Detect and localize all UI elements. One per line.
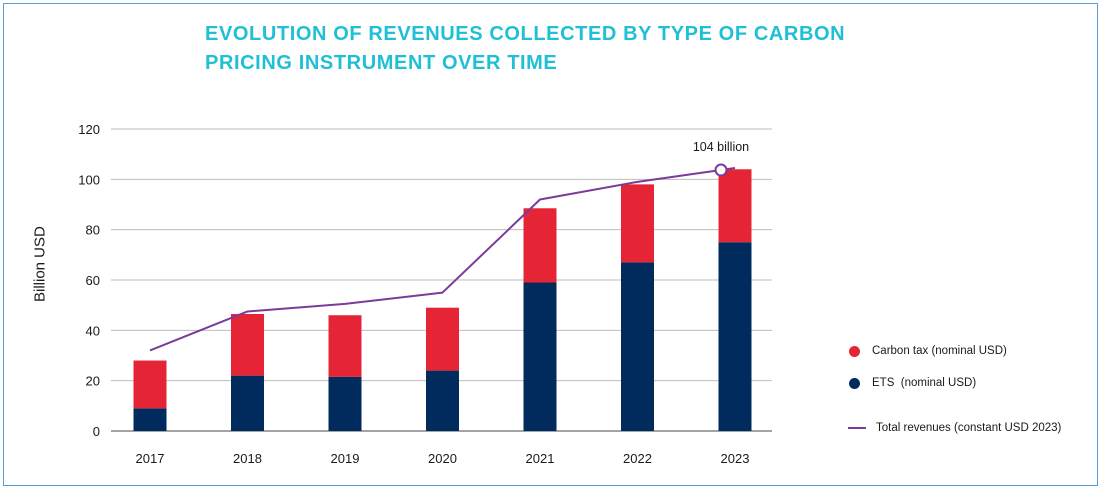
legend-label-carbon-tax: Carbon tax (nominal USD) [872, 345, 1007, 357]
total-legend-line [848, 427, 866, 429]
x-tick-label: 2017 [136, 451, 165, 466]
ets-legend-dot [849, 377, 860, 389]
carbon-tax-legend-dot [849, 345, 860, 357]
legend-item-total: Total revenues (constant USD 2023) [848, 422, 1061, 434]
carbon-tax-bar [718, 169, 752, 243]
total-revenues-line [149, 167, 736, 352]
annotation-label: 104 billion [693, 140, 749, 154]
carbon-tax-bar [621, 184, 654, 263]
ets-bar [718, 242, 752, 431]
y-tick-label: 120 [78, 122, 100, 137]
y-tick-label: 80 [86, 223, 100, 238]
ets-bar [621, 262, 654, 431]
carbon-tax-bar [426, 307, 459, 371]
ets-bar [328, 376, 362, 431]
annotation-marker [714, 163, 728, 177]
x-tick-label: 2021 [526, 451, 555, 466]
x-tick-label: 2022 [623, 451, 652, 466]
y-tick-label: 60 [86, 273, 100, 288]
ets-bar [426, 370, 459, 431]
x-tick-label: 2018 [233, 451, 262, 466]
ets-bar [133, 408, 167, 431]
carbon-tax-bar [328, 315, 362, 377]
legend-label-total: Total revenues (constant USD 2023) [876, 422, 1062, 434]
legend-item-carbon-tax: Carbon tax (nominal USD) [848, 345, 1007, 357]
legend-label-ets: ETS (nominal USD) [872, 377, 977, 389]
y-tick-label: 20 [86, 374, 100, 389]
y-tick-label: 100 [78, 172, 100, 187]
carbon-tax-bar [231, 313, 264, 376]
carbon-tax-bar [133, 360, 167, 409]
chart-title-line-2: PRICING INSTRUMENT OVER TIME [205, 52, 558, 74]
legend-item-ets: ETS (nominal USD) [848, 377, 976, 389]
chart-title-line-1: EVOLUTION OF REVENUES COLLECTED BY TYPE … [205, 23, 846, 45]
y-tick-label: 0 [93, 424, 100, 439]
chart-title: EVOLUTION OF REVENUES COLLECTED BY TYPE … [205, 20, 905, 78]
x-tick-label: 2020 [428, 451, 457, 466]
carbon-tax-bar [523, 208, 557, 283]
y-tick-label: 40 [86, 323, 100, 338]
x-tick-label: 2019 [331, 451, 360, 466]
x-tick-label: 2023 [721, 451, 750, 466]
ets-bar [523, 282, 557, 431]
ets-bar [231, 375, 264, 431]
